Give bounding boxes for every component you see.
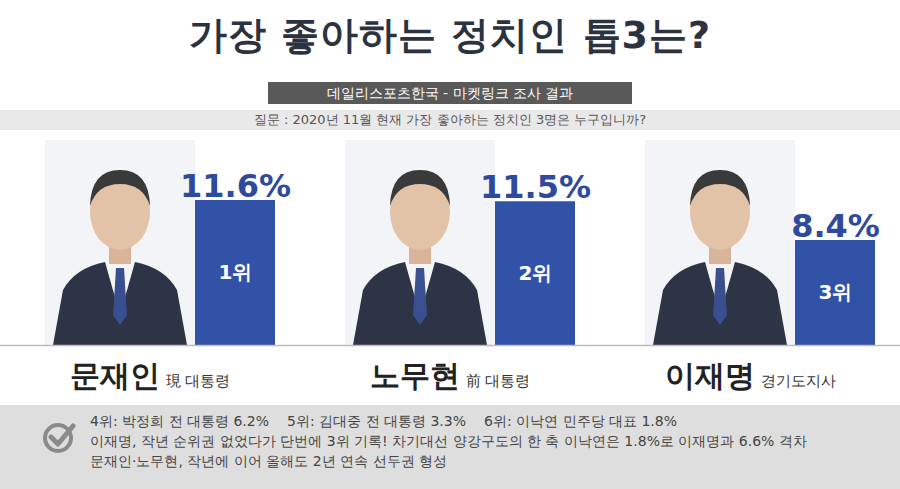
html-text:노무현 前 대통령: 노무현 前 대통령 bbox=[369, 358, 531, 393]
svg-text:3위: 3위 bbox=[819, 280, 853, 304]
html-text:5위: 김대중 전 대통령 3.3%: 5위: 김대중 전 대통령 3.3% bbox=[287, 413, 466, 429]
html-text:6위: 이낙연 민주당 대표 1.8%: 6위: 이낙연 민주당 대표 1.8% bbox=[484, 413, 677, 429]
html-text:데일리스포츠한국 - 마켓링크 조사 결과: 데일리스포츠한국 - 마켓링크 조사 결과 bbox=[326, 85, 574, 101]
html-text:이재명 경기도지사: 이재명 경기도지사 bbox=[664, 358, 836, 393]
svg-text:8.4%: 8.4% bbox=[791, 207, 880, 245]
svg-text:11.5%: 11.5% bbox=[480, 168, 591, 206]
html-text:문재인·노무현, 작년에 이어 올해도 2년 연속 선두권: 문재인·노무현, 작년에 이어 올해도 2년 연속 선두권 형성 bbox=[90, 453, 447, 469]
svg-text:11.6%: 11.6% bbox=[180, 167, 291, 205]
svg-text:2위: 2위 bbox=[519, 261, 553, 285]
svg-text:1위: 1위 bbox=[219, 260, 253, 284]
html-text:문재인 現 대통령: 문재인 現 대통령 bbox=[69, 358, 231, 393]
html-text:4위: 박정희 전 대통령 6.2%: 4위: 박정희 전 대통령 6.2% bbox=[90, 413, 269, 429]
html-text:이재명, 작년 순위권 없었다가 단번에 3위 기록! 차기: 이재명, 작년 순위권 없었다가 단번에 3위 기록! 차기대선 양강구도의 한… bbox=[90, 433, 807, 449]
html-text:가장 좋아하는 정치인 톱3는?: 가장 좋아하는 정치인 톱3는? bbox=[188, 13, 712, 57]
html-text:질문 : 2020년 11월 현재 가장 좋아하는 정치인: 질문 : 2020년 11월 현재 가장 좋아하는 정치인 3명은 누구입니까? bbox=[253, 112, 647, 127]
